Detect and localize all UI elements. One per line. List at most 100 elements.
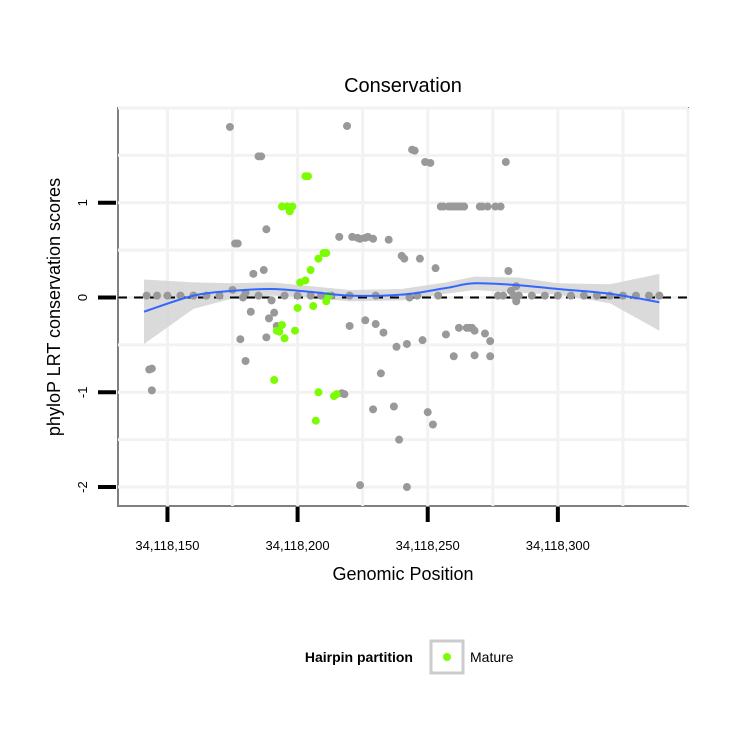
data-point-other bbox=[592, 291, 601, 300]
data-point-other bbox=[402, 483, 411, 492]
y-tick-label: -2 bbox=[75, 481, 90, 493]
data-point-mature bbox=[290, 326, 299, 335]
data-point-other bbox=[264, 314, 273, 323]
data-point-other bbox=[405, 293, 414, 302]
data-point-other bbox=[470, 351, 479, 360]
data-point-other bbox=[486, 337, 495, 346]
data-point-other bbox=[504, 266, 513, 275]
points-mature bbox=[270, 172, 341, 425]
y-tick-label: 1 bbox=[75, 199, 90, 206]
data-point-mature bbox=[309, 302, 318, 311]
data-point-other bbox=[402, 339, 411, 348]
data-point-other bbox=[655, 291, 664, 300]
data-point-other bbox=[343, 122, 352, 131]
data-point-other bbox=[426, 158, 435, 167]
data-point-other bbox=[423, 408, 432, 417]
plot-panel bbox=[117, 107, 689, 507]
data-point-other bbox=[270, 308, 279, 317]
data-point-other bbox=[262, 225, 271, 234]
data-point-mature bbox=[314, 254, 323, 263]
x-axis-label: Genomic Position bbox=[332, 564, 473, 584]
confidence-band-area bbox=[144, 273, 660, 344]
data-point-mature bbox=[293, 303, 302, 312]
data-point-other bbox=[379, 328, 388, 337]
data-point-other bbox=[392, 342, 401, 351]
smooth-fit bbox=[143, 282, 660, 313]
data-point-other bbox=[410, 146, 419, 155]
data-point-other bbox=[454, 323, 463, 332]
data-point-other bbox=[225, 122, 234, 131]
data-point-other bbox=[340, 390, 349, 399]
data-point-other bbox=[345, 321, 354, 330]
data-point-mature bbox=[277, 321, 286, 330]
data-point-other bbox=[486, 352, 495, 361]
data-point-other bbox=[262, 333, 271, 342]
data-point-other bbox=[280, 291, 289, 300]
data-point-other bbox=[514, 291, 523, 300]
data-point-other bbox=[176, 291, 185, 300]
data-point-other bbox=[418, 336, 427, 345]
data-point-other bbox=[249, 269, 258, 278]
data-point-mature bbox=[270, 375, 279, 384]
data-point-other bbox=[499, 291, 508, 300]
data-point-other bbox=[566, 291, 575, 300]
data-point-other bbox=[254, 291, 263, 300]
data-point-other bbox=[449, 352, 458, 361]
data-point-other bbox=[384, 235, 393, 244]
data-point-other bbox=[415, 254, 424, 263]
data-point-other bbox=[501, 158, 510, 167]
legend-key-mature bbox=[443, 653, 451, 661]
data-point-other bbox=[395, 435, 404, 444]
data-point-other bbox=[306, 291, 315, 300]
data-point-other bbox=[215, 291, 224, 300]
data-point-other bbox=[293, 291, 302, 300]
data-point-other bbox=[241, 357, 250, 366]
data-point-other bbox=[540, 291, 549, 300]
data-point-other bbox=[369, 234, 378, 243]
data-point-other bbox=[257, 152, 266, 161]
data-point-mature bbox=[280, 334, 289, 343]
data-point-other bbox=[356, 481, 365, 490]
data-point-other bbox=[431, 264, 440, 273]
data-point-mature bbox=[275, 327, 284, 336]
data-point-other bbox=[389, 402, 398, 411]
data-point-other bbox=[496, 202, 505, 211]
data-point-other bbox=[236, 335, 245, 344]
chart-title: Conservation bbox=[344, 75, 462, 97]
x-tick-label: 34,118,250 bbox=[396, 538, 460, 553]
y-axis: -2 -1 0 1 bbox=[75, 199, 116, 493]
data-point-other bbox=[147, 386, 156, 395]
x-tick-label: 34,118,150 bbox=[135, 538, 199, 553]
smooth-fit-line bbox=[143, 282, 660, 313]
data-point-other bbox=[428, 420, 437, 429]
y-tick-label: 0 bbox=[75, 294, 90, 301]
data-point-other bbox=[460, 202, 469, 211]
data-point-mature bbox=[314, 388, 323, 397]
data-point-other bbox=[553, 291, 562, 300]
data-point-other bbox=[163, 291, 172, 300]
data-point-mature bbox=[322, 248, 331, 257]
data-point-other bbox=[376, 369, 385, 378]
confidence-band bbox=[144, 273, 660, 344]
data-point-mature bbox=[311, 416, 320, 425]
legend: Hairpin partition Mature bbox=[305, 639, 514, 675]
y-tick-label: -1 bbox=[75, 387, 90, 399]
data-point-other bbox=[233, 239, 242, 248]
data-point-mature bbox=[306, 266, 315, 275]
data-point-other bbox=[441, 330, 450, 339]
data-point-other bbox=[371, 320, 380, 329]
data-point-mature bbox=[301, 276, 310, 285]
data-point-mature bbox=[304, 172, 312, 181]
data-point-other bbox=[361, 316, 370, 325]
x-tick-label: 34,118,200 bbox=[266, 538, 330, 553]
x-tick-label: 34,118,300 bbox=[526, 538, 590, 553]
data-point-other bbox=[142, 291, 151, 300]
data-point-other bbox=[470, 326, 479, 335]
data-point-other bbox=[369, 405, 378, 414]
data-point-other bbox=[480, 329, 489, 338]
data-point-mature bbox=[332, 390, 341, 399]
data-point-other bbox=[434, 291, 443, 300]
data-point-mature bbox=[288, 202, 297, 211]
data-point-other bbox=[527, 291, 536, 300]
